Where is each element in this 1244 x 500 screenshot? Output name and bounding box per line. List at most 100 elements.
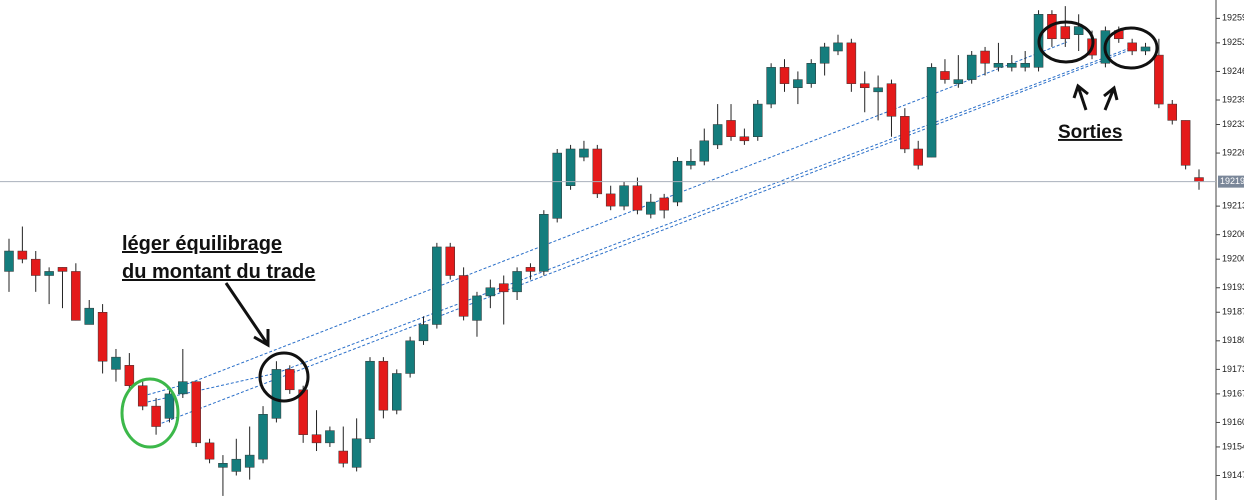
last-price-label: 19219 <box>1220 176 1244 186</box>
y-tick-label: 19160 <box>1222 417 1244 427</box>
candle-body <box>659 197 669 211</box>
candle-body <box>900 116 910 150</box>
candle-body <box>445 246 455 276</box>
candle-body <box>886 83 897 117</box>
entry-circle <box>120 377 180 449</box>
candle-body <box>793 79 803 89</box>
y-tick-label: 19173 <box>1222 364 1244 374</box>
candle-body <box>151 405 161 427</box>
candle-body <box>44 271 54 276</box>
exit-circle <box>1037 20 1095 64</box>
candle-body <box>512 271 522 293</box>
candle-body <box>17 250 28 260</box>
candle-body <box>285 369 295 391</box>
candle-body <box>111 356 121 370</box>
exit-circle <box>1103 26 1159 70</box>
candle-body <box>712 124 723 146</box>
candle-body <box>873 87 883 93</box>
candle-body <box>686 160 696 166</box>
candle-body <box>30 258 41 276</box>
y-tick-label: 19213 <box>1222 200 1244 210</box>
candle-body <box>325 430 335 444</box>
candle-body <box>953 79 964 84</box>
adjust-circle <box>258 351 310 403</box>
candle-body <box>84 307 94 325</box>
trade-line <box>276 47 1131 374</box>
candle-body <box>739 136 750 142</box>
candle-body <box>4 250 14 272</box>
candle-body <box>418 324 429 342</box>
candle-body <box>231 458 242 472</box>
candle-body <box>378 360 389 411</box>
candle-body <box>338 450 349 464</box>
arrow <box>224 282 270 348</box>
y-tick-label: 19147 <box>1222 470 1244 480</box>
y-tick-label: 19233 <box>1222 119 1244 129</box>
candle-body <box>1154 54 1164 105</box>
candle-body <box>1127 42 1137 52</box>
candle-body <box>1007 63 1017 68</box>
candle-body <box>1180 120 1191 166</box>
candle-body <box>311 434 322 444</box>
last-price-box <box>1218 175 1244 188</box>
candle-body <box>137 385 148 407</box>
candle-body <box>806 63 816 84</box>
candle-body <box>1020 63 1030 68</box>
candle-body <box>218 463 228 468</box>
y-tick-label: 19226 <box>1222 147 1244 157</box>
annotation: Sorties <box>1058 122 1122 143</box>
candle-body <box>244 454 255 468</box>
arrow <box>1103 85 1119 111</box>
candle-body <box>859 83 870 89</box>
candle-body <box>539 214 549 272</box>
candle-body <box>1073 26 1084 35</box>
candle-body <box>57 267 68 272</box>
arrow <box>1072 83 1089 111</box>
candle-body <box>619 185 629 207</box>
y-tick-label: 19154 <box>1222 441 1244 451</box>
candle-body <box>191 381 201 444</box>
y-tick-label: 19200 <box>1222 254 1244 264</box>
candle-body <box>351 438 362 468</box>
candle-body <box>432 246 442 325</box>
candle-body <box>365 360 375 440</box>
trade-line <box>189 41 1068 384</box>
candle-body <box>405 340 415 374</box>
candle-body <box>565 148 576 186</box>
candle-body <box>498 283 509 293</box>
candle-body <box>204 442 215 460</box>
candle-body <box>164 393 175 419</box>
annotation: léger équilibrage <box>122 233 282 255</box>
candle-body <box>71 271 81 321</box>
candle-body <box>766 67 776 105</box>
candle-body <box>458 275 469 317</box>
candle-body <box>940 71 950 80</box>
candle-body <box>980 50 990 64</box>
candle-body <box>1194 177 1204 182</box>
y-tick-label: 19180 <box>1222 335 1244 345</box>
candle-body <box>913 148 923 166</box>
candle-body <box>592 148 603 195</box>
candle-body <box>993 63 1004 68</box>
candle-body <box>605 193 616 207</box>
candle-body <box>552 152 562 219</box>
candle-body <box>472 295 482 321</box>
candle-body <box>846 42 857 84</box>
candle-body <box>632 185 643 211</box>
highlights <box>120 20 1159 449</box>
y-tick-label: 19246 <box>1222 66 1244 76</box>
candle-body <box>485 287 496 297</box>
candle-body <box>271 369 282 419</box>
candle-body <box>726 120 736 137</box>
candle-body <box>124 365 135 386</box>
candle-body <box>833 42 843 52</box>
candle-body <box>753 103 763 137</box>
candle-body <box>1060 26 1071 40</box>
candle-body <box>1140 46 1151 52</box>
candle-body <box>525 267 536 272</box>
candle-body <box>178 381 188 395</box>
candle-body <box>1167 103 1178 121</box>
candle-body <box>966 54 977 80</box>
